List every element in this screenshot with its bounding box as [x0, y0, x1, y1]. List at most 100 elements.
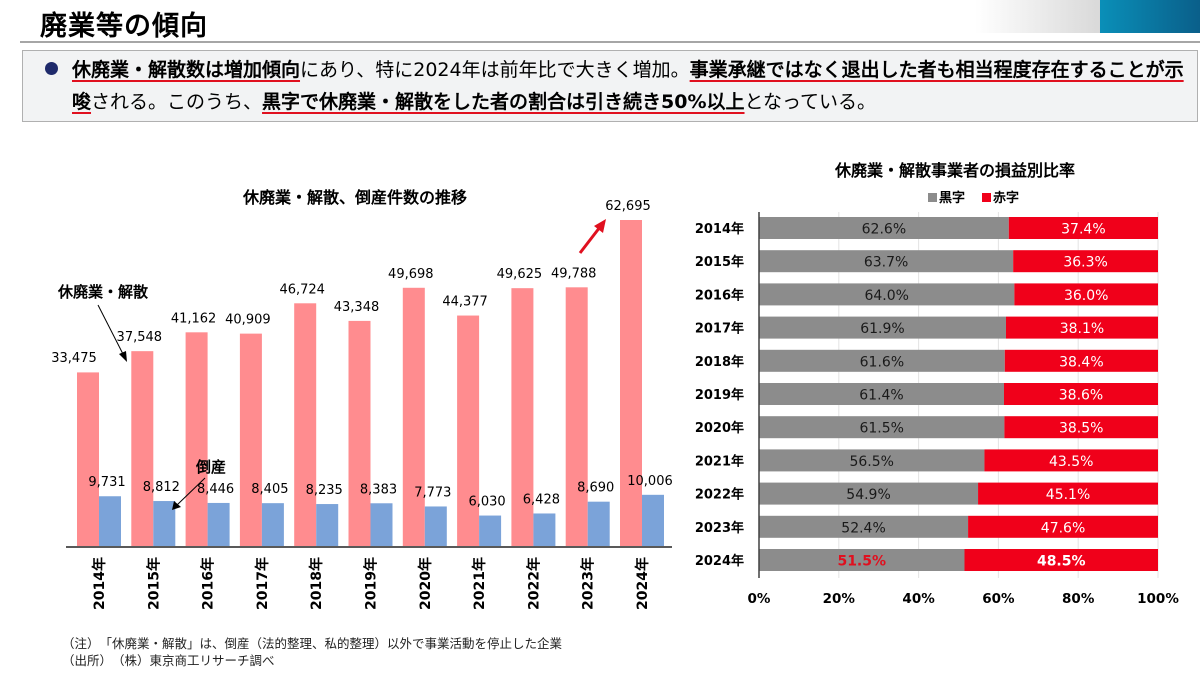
profit-loss-ratio-chart: 休廃業・解散事業者の損益別比率 黒字 赤字 62.6% 37.4% 2014年 63.… — [695, 161, 1180, 607]
loss-bar — [1013, 250, 1158, 273]
x-tick-label: 2018年 — [308, 557, 325, 610]
arrowhead-icon — [119, 351, 127, 362]
profit-bar — [759, 515, 969, 538]
profit-bar — [759, 383, 1004, 405]
left-chart-title: 休廃業・解散、倒産件数の推移 — [242, 188, 467, 207]
header-decoration-blue — [1100, 0, 1200, 33]
x-tick-label: 2022年 — [525, 557, 542, 610]
bankruptcy-value-label: 6,428 — [523, 492, 560, 507]
closure-value-label: 46,724 — [279, 282, 325, 297]
legend-swatch-loss — [982, 193, 991, 202]
title-divider — [20, 41, 1200, 43]
profit-value-label: 56.5% — [849, 454, 893, 470]
profit-value-label: 52.4% — [841, 520, 885, 536]
loss-value-label: 43.5% — [1049, 454, 1093, 470]
closure-value-label: 44,377 — [442, 295, 488, 310]
bankruptcy-value-label: 8,812 — [143, 480, 180, 495]
bankruptcy-value-label: 8,405 — [251, 482, 288, 497]
profit-value-label: 64.0% — [864, 288, 908, 304]
x-tick-label: 2014年 — [91, 557, 108, 610]
profit-bar — [759, 283, 1015, 306]
closure-bar — [402, 287, 425, 547]
closure-bar — [457, 315, 480, 547]
closure-value-label: 40,909 — [225, 313, 271, 328]
arrowhead-icon — [172, 501, 181, 510]
profit-bar — [759, 349, 1005, 372]
closure-value-label: 43,348 — [334, 300, 380, 315]
y-tick-label: 2022年 — [695, 487, 744, 503]
loss-bar — [1005, 316, 1158, 339]
page-title: 廃業等の傾向 — [40, 11, 208, 42]
x-tick-label: 20% — [823, 591, 856, 607]
bankruptcy-value-label: 10,006 — [627, 474, 673, 489]
bankruptcy-bar — [642, 494, 664, 547]
loss-value-label: 36.3% — [1063, 255, 1107, 271]
profit-bar — [759, 416, 1005, 439]
legend-swatch-profit — [928, 193, 937, 202]
closure-value-label: 49,625 — [497, 267, 543, 282]
increase-arrowhead-icon — [594, 219, 606, 233]
legend-label-profit: 黒字 — [939, 190, 965, 206]
x-tick-label: 2023年 — [580, 557, 597, 610]
profit-value-label: 62.6% — [862, 222, 906, 238]
x-tick-label: 2015年 — [145, 557, 162, 610]
y-tick-label: 2020年 — [695, 420, 744, 436]
x-tick-label: 60% — [982, 591, 1015, 607]
x-tick-label: 2020年 — [417, 557, 434, 610]
x-tick-label: 100% — [1137, 591, 1179, 607]
loss-value-label: 47.6% — [1041, 520, 1085, 536]
profit-bar — [759, 549, 965, 571]
profit-value-label: 61.6% — [860, 354, 904, 370]
note-text: （注） 「休廃業・解散」は、倒産（法的整理、私的整理）以外で事業活動を停止した企… — [62, 636, 563, 651]
loss-bar — [1004, 349, 1158, 372]
bankruptcy-bar — [424, 506, 447, 547]
loss-bar — [1014, 283, 1158, 306]
closure-bar — [565, 287, 588, 547]
closure-bar — [294, 303, 317, 547]
loss-value-label: 38.1% — [1060, 321, 1104, 337]
bankruptcy-bar — [99, 496, 121, 547]
source-text: （出所） （株）東京商工リサーチ調べ — [62, 653, 275, 668]
bankruptcy-value-label: 8,690 — [577, 481, 614, 496]
summary-text: 休廃業・解散数は増加傾向にあり、特に2024年は前年比で大きく増加。事業承継では… — [72, 54, 1187, 118]
footnotes: （注） 「休廃業・解散」は、倒産（法的整理、私的整理）以外で事業活動を停止した企… — [62, 635, 562, 669]
profit-value-label: 51.5% — [837, 554, 886, 570]
profit-bar — [759, 250, 1014, 273]
loss-bar — [964, 549, 1158, 571]
bankruptcy-bar — [316, 504, 339, 547]
bankruptcy-value-label: 8,235 — [306, 483, 343, 498]
bankruptcy-value-label: 6,030 — [468, 495, 505, 510]
closure-value-label: 49,698 — [388, 267, 434, 282]
closure-annotation: 休廃業・解散 — [57, 283, 149, 301]
y-tick-label: 2019年 — [695, 387, 744, 403]
loss-value-label: 48.5% — [1037, 554, 1086, 570]
closure-value-label: 49,788 — [551, 266, 597, 281]
y-tick-label: 2023年 — [695, 520, 744, 536]
closure-bar — [131, 351, 154, 547]
bankruptcy-annotation-arrow — [176, 477, 206, 506]
profit-bar — [759, 217, 1009, 239]
summary-segment: となっている。 — [744, 91, 876, 113]
loss-value-label: 38.5% — [1059, 421, 1103, 437]
bankruptcy-bar — [207, 502, 230, 547]
bankruptcy-bar — [587, 501, 610, 547]
x-tick-label: 2017年 — [254, 557, 271, 610]
profit-value-label: 61.9% — [860, 321, 904, 337]
bankruptcy-bar — [153, 501, 176, 547]
x-tick-label: 2021年 — [471, 557, 488, 610]
loss-value-label: 36.0% — [1064, 288, 1108, 304]
profit-value-label: 54.9% — [846, 487, 890, 503]
summary-segment: 黒字で休廃業・解散をした者の割合は引き続き50%以上 — [262, 91, 745, 113]
bankruptcy-value-label: 9,731 — [88, 475, 125, 490]
right-chart-title: 休廃業・解散事業者の損益別比率 — [834, 161, 1075, 180]
increase-arrow — [578, 226, 602, 254]
profit-value-label: 61.4% — [859, 388, 903, 404]
profit-bar — [759, 482, 979, 505]
y-tick-label: 2014年 — [695, 221, 744, 237]
profit-value-label: 63.7% — [864, 255, 908, 271]
y-tick-label: 2018年 — [695, 354, 744, 370]
y-tick-label: 2017年 — [695, 321, 744, 337]
x-tick-label: 2024年 — [634, 557, 651, 610]
bankruptcy-value-label: 8,446 — [197, 482, 234, 497]
closure-value-label: 33,475 — [51, 351, 97, 366]
